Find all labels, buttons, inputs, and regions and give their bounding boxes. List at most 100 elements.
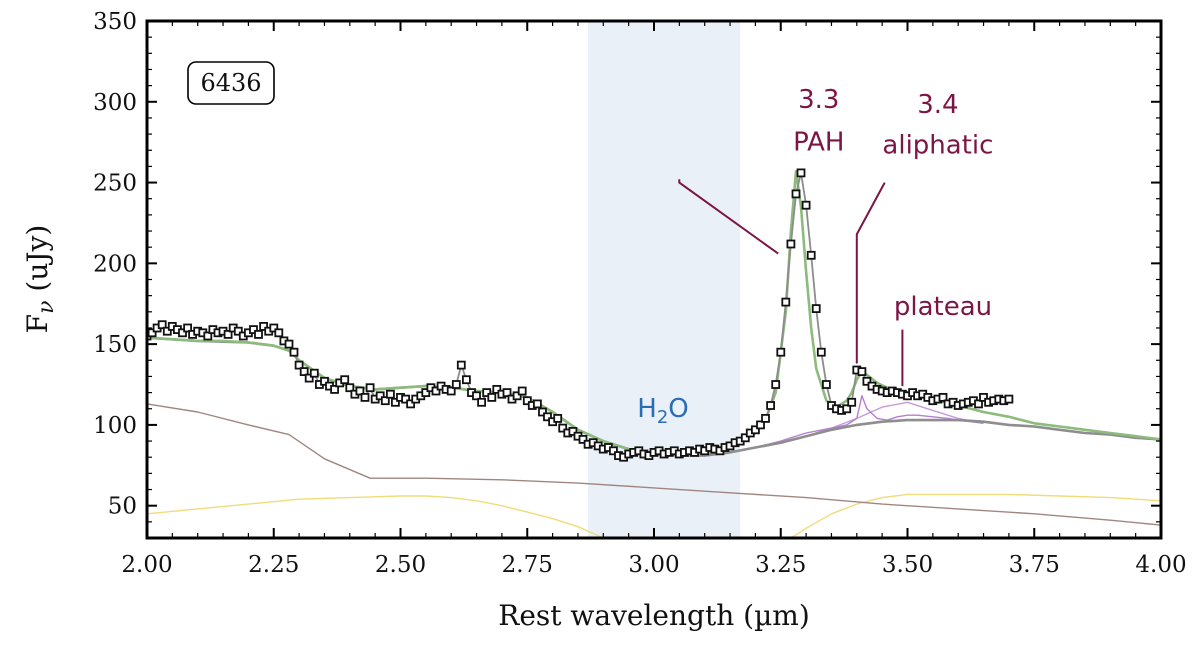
data-point bbox=[365, 383, 375, 393]
data-point bbox=[249, 325, 258, 335]
y-tick-label: 350 bbox=[93, 9, 137, 35]
data-point bbox=[801, 200, 811, 210]
data-point bbox=[791, 189, 801, 199]
data-point bbox=[766, 401, 775, 410]
data-point bbox=[385, 389, 395, 399]
data-point bbox=[284, 339, 294, 349]
data-point bbox=[974, 399, 983, 409]
data-point bbox=[178, 328, 187, 338]
y-tick-label: 150 bbox=[93, 332, 137, 358]
data-point bbox=[406, 399, 416, 409]
y-tick-label: 100 bbox=[93, 413, 137, 439]
data-point bbox=[274, 328, 284, 338]
y-axis-label: Fν (uJy) bbox=[21, 225, 59, 334]
data-point bbox=[431, 386, 441, 396]
data-point bbox=[568, 426, 578, 436]
x-tick-label: 2.25 bbox=[248, 552, 299, 578]
data-point bbox=[482, 388, 492, 398]
series-line-stellar-component bbox=[147, 493, 1161, 538]
data-point bbox=[203, 331, 213, 341]
data-point bbox=[740, 433, 750, 443]
data-point bbox=[609, 446, 618, 456]
data-point bbox=[538, 407, 547, 417]
data-point bbox=[517, 386, 527, 396]
data-point bbox=[771, 380, 781, 389]
series-line-pah-component bbox=[755, 395, 984, 449]
x-tick-label: 2.75 bbox=[502, 552, 553, 578]
data-point bbox=[309, 368, 319, 378]
annotation-aliphatic-text: aliphatic bbox=[882, 130, 993, 160]
id-label: 6436 bbox=[200, 69, 261, 97]
data-point bbox=[259, 321, 269, 331]
y-tick-label: 250 bbox=[93, 171, 137, 197]
x-axis-label: Rest wavelength (µm) bbox=[498, 599, 810, 632]
annotation-aliphatic-text: 3.4 bbox=[917, 90, 958, 120]
x-tick-label: 3.00 bbox=[628, 552, 679, 578]
data-point bbox=[502, 388, 512, 398]
data-point bbox=[862, 376, 872, 386]
x-tick-label: 3.25 bbox=[755, 552, 806, 578]
data-point bbox=[512, 391, 522, 401]
data-point bbox=[294, 360, 304, 370]
data-point bbox=[375, 391, 385, 401]
data-point bbox=[380, 396, 390, 406]
data-point bbox=[533, 399, 542, 409]
data-point bbox=[157, 320, 167, 330]
data-point bbox=[751, 425, 760, 435]
water-absorption-band bbox=[588, 21, 741, 538]
data-point bbox=[857, 367, 867, 377]
data-point bbox=[390, 397, 400, 407]
data-point bbox=[401, 394, 411, 404]
data-point bbox=[811, 304, 821, 314]
data-point bbox=[355, 386, 365, 396]
data-point bbox=[360, 392, 370, 402]
data-point bbox=[796, 168, 806, 178]
data-point bbox=[254, 329, 263, 339]
y-tick-label: 200 bbox=[93, 251, 137, 277]
x-tick-label: 4.00 bbox=[1135, 552, 1186, 578]
data-point bbox=[1004, 394, 1014, 404]
data-point bbox=[558, 423, 568, 433]
data-point bbox=[289, 347, 299, 357]
id-label-box: 6436 bbox=[187, 61, 275, 105]
data-point bbox=[451, 380, 461, 389]
data-point bbox=[162, 326, 172, 336]
data-point bbox=[340, 375, 350, 385]
y-tick-label: 300 bbox=[93, 90, 137, 116]
data-point bbox=[299, 367, 309, 377]
data-point bbox=[183, 323, 193, 333]
data-point bbox=[776, 347, 786, 357]
data-point bbox=[786, 239, 796, 249]
data-point bbox=[269, 323, 279, 333]
data-point bbox=[147, 328, 157, 338]
annotation-pah-text: 3.3 bbox=[798, 85, 839, 115]
x-tick-label: 3.75 bbox=[1009, 552, 1060, 578]
x-tick-label: 2.00 bbox=[121, 552, 172, 578]
data-point bbox=[330, 384, 340, 394]
annotation-pah-pointer bbox=[678, 179, 779, 255]
data-point bbox=[761, 413, 770, 423]
annotation-plateau-text: plateau bbox=[894, 292, 992, 322]
data-point bbox=[553, 413, 563, 423]
data-point bbox=[522, 396, 532, 406]
data-point bbox=[304, 373, 314, 383]
data-point bbox=[847, 397, 857, 407]
data-point bbox=[938, 392, 948, 402]
series-line-data bbox=[147, 171, 1010, 459]
data-point bbox=[233, 326, 243, 336]
data-point bbox=[578, 434, 588, 444]
data-point bbox=[472, 391, 481, 401]
series-line-plateau-component bbox=[805, 401, 984, 437]
plot-frame bbox=[145, 19, 1163, 540]
data-point bbox=[492, 384, 502, 394]
data-point bbox=[781, 297, 791, 307]
annotation-pah-text: PAH bbox=[793, 127, 844, 157]
data-point bbox=[816, 347, 826, 357]
data-point bbox=[822, 380, 831, 389]
series-line-declining-component bbox=[147, 403, 1161, 526]
data-point bbox=[345, 383, 355, 393]
data-point bbox=[756, 420, 765, 430]
annotation-aliphatic-pointer bbox=[855, 182, 886, 364]
data-point bbox=[487, 392, 497, 402]
